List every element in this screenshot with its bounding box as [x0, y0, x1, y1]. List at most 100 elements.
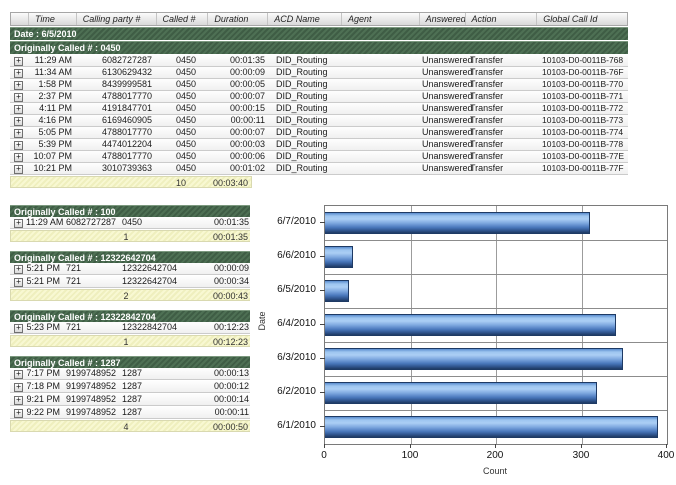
- table-row: +11:34 AM 6130629432 0450 00:00:09 DID_Routi…: [10, 67, 628, 78]
- column-header-global-call-id[interactable]: Global Call Id: [543, 14, 598, 24]
- cell-agent: [342, 79, 420, 90]
- table-row: +5:21 PM 721 12322642704 00:00:09: [10, 263, 252, 274]
- group-summary-row: 10 00:03:40: [10, 176, 252, 188]
- cell-time: 7:17 PM: [26, 368, 60, 378]
- column-header-action[interactable]: Action: [466, 13, 538, 25]
- call-group: Originally Called # : 1287 +7:17 PM 919974…: [10, 356, 252, 432]
- cell-called: 0450: [176, 163, 197, 173]
- called-group-header: Originally Called # : 12322842704: [10, 310, 252, 322]
- expand-cell: +: [10, 67, 28, 78]
- cell-agent: [342, 139, 420, 150]
- expand-row-button[interactable]: +: [14, 105, 23, 114]
- column-header-calling-party[interactable]: Calling party #: [77, 13, 157, 25]
- expand-cell: +: [10, 217, 26, 228]
- cell-called: 0450: [176, 103, 197, 113]
- expand-row-button[interactable]: +: [14, 219, 23, 228]
- cell-duration: 00:12:23: [213, 322, 249, 332]
- y-tick-label-6-6-2010: 6/6/2010: [277, 250, 316, 261]
- column-header-duration[interactable]: Duration: [208, 13, 269, 25]
- cell-action: Transfer: [470, 115, 504, 125]
- cell-global-call-id: 10103-D0-0011B-771: [542, 91, 624, 101]
- expand-row-button[interactable]: +: [14, 69, 23, 78]
- call-group: Originally Called # : 100 +11:29 AM 608272…: [10, 205, 252, 242]
- expand-row-button[interactable]: +: [14, 396, 23, 405]
- expand-row-button[interactable]: +: [14, 117, 23, 126]
- cell-duration: 00:00:03: [229, 139, 265, 149]
- cell-called: 0450: [176, 151, 197, 161]
- expand-cell: +: [10, 139, 28, 150]
- expand-row-button[interactable]: +: [14, 93, 23, 102]
- group-summary-row: 4 00:00:50: [10, 420, 252, 432]
- summary-total-duration: 00:01:35: [212, 232, 248, 242]
- expand-row-button[interactable]: +: [14, 81, 23, 90]
- cell-answered: Unanswered: [422, 139, 473, 149]
- cell-global-call-id: 10103-D0-0011B-77E: [542, 151, 625, 161]
- y-tick-mark: [320, 290, 325, 291]
- cell-agent: [342, 55, 420, 66]
- y-tick-label-6-1-2010: 6/1/2010: [277, 420, 316, 431]
- bar-6-7-2010: [325, 212, 590, 234]
- cell-action: Transfer: [470, 163, 504, 173]
- expand-row-button[interactable]: +: [14, 383, 23, 392]
- group-summary-row: 2 00:00:43: [10, 289, 252, 301]
- table-row: +7:17 PM 9199748952 1287 00:00:13: [10, 368, 252, 379]
- x-tick-mark: [324, 444, 325, 448]
- expand-row-button[interactable]: +: [14, 129, 23, 138]
- called-group-header: Originally Called # : 100: [10, 205, 252, 217]
- expand-cell: +: [10, 115, 28, 126]
- cell-duration: 00:00:11: [230, 115, 265, 125]
- column-header-time[interactable]: Time: [29, 13, 77, 25]
- y-tick-mark: [320, 426, 325, 427]
- expand-cell: +: [10, 79, 28, 90]
- expand-row-button[interactable]: +: [14, 153, 23, 162]
- column-header-acd-name[interactable]: ACD Name: [268, 13, 342, 25]
- y-tick-mark: [320, 392, 325, 393]
- cell-calling-party: 721: [66, 322, 82, 332]
- cell-duration: 00:00:11: [214, 407, 249, 417]
- date-group-header: Date : 6/5/2010: [10, 27, 628, 40]
- expand-row-button[interactable]: +: [14, 57, 23, 66]
- cell-time: 1:58 PM: [38, 79, 72, 89]
- y-tick-label-6-3-2010: 6/3/2010: [277, 352, 316, 363]
- cell-calling-party: 8439999581: [101, 79, 152, 89]
- grid-line-horizontal: [325, 376, 667, 377]
- column-header-called[interactable]: Called #: [157, 13, 209, 25]
- cell-answered: Unanswered: [422, 127, 473, 137]
- cell-answered: Unanswered: [422, 163, 473, 173]
- expand-row-button[interactable]: +: [14, 141, 23, 150]
- expand-row-button[interactable]: +: [14, 370, 23, 379]
- expand-cell: +: [10, 91, 28, 102]
- cell-acd-name: DID_Routing: [276, 55, 328, 65]
- expand-row-button[interactable]: +: [14, 278, 23, 287]
- expand-row-button[interactable]: +: [14, 409, 23, 418]
- cell-global-call-id: 10103-D0-0011B-770: [542, 79, 624, 89]
- cell-called: 1287: [122, 394, 143, 404]
- cell-action: Transfer: [470, 55, 504, 65]
- y-tick-label-6-2-2010: 6/2/2010: [277, 386, 316, 397]
- cell-agent: [342, 103, 420, 114]
- call-group: Originally Called # : 12322842704 +5:23 P…: [10, 310, 252, 347]
- cell-acd-name: DID_Routing: [276, 151, 328, 161]
- table-row: +9:21 PM 9199748952 1287 00:00:14: [10, 394, 252, 405]
- cell-answered: Unanswered: [422, 67, 473, 77]
- summary-total-duration: 00:00:50: [212, 422, 248, 432]
- column-header-agent[interactable]: Agent: [342, 13, 420, 25]
- cell-calling-party: 4788017770: [101, 91, 152, 101]
- summary-call-count: 1: [123, 232, 129, 242]
- bar-6-3-2010: [325, 348, 623, 370]
- cell-time: 10:21 PM: [33, 163, 72, 173]
- expand-row-button[interactable]: +: [14, 265, 23, 274]
- cell-agent: [342, 67, 420, 78]
- expand-row-button[interactable]: +: [14, 165, 23, 174]
- column-header-answered[interactable]: Answered: [420, 13, 466, 25]
- cell-called: 1287: [122, 368, 143, 378]
- cell-time: 5:05 PM: [38, 127, 72, 137]
- expand-cell: +: [10, 127, 28, 138]
- y-tick-label-6-5-2010: 6/5/2010: [277, 284, 316, 295]
- cell-answered: Unanswered: [422, 115, 473, 125]
- cell-duration: 00:00:06: [229, 151, 265, 161]
- cell-time: 4:11 PM: [39, 103, 72, 113]
- cell-global-call-id: 10103-D0-0011B-778: [542, 139, 624, 149]
- expand-row-button[interactable]: +: [14, 324, 23, 333]
- cell-answered: Unanswered: [422, 91, 473, 101]
